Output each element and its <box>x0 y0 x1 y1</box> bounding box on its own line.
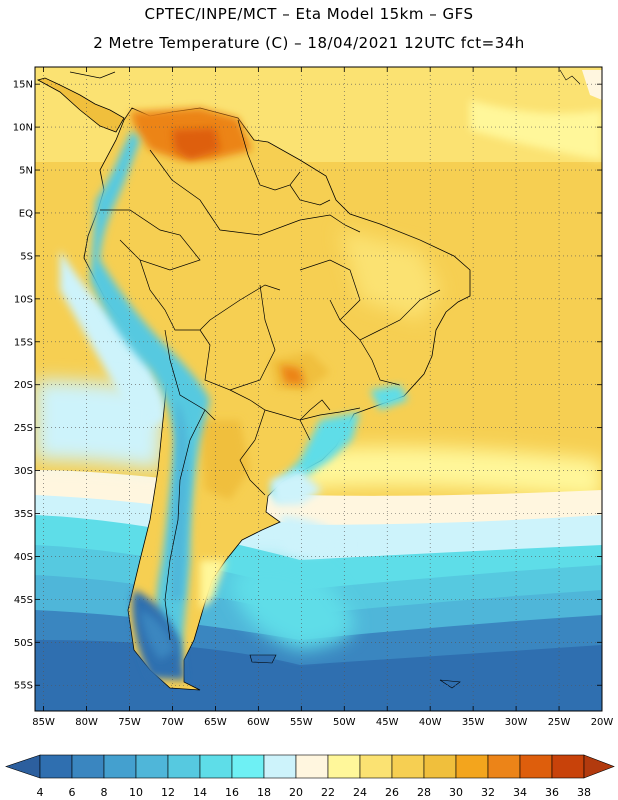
colorbar-tick-label: 16 <box>225 786 239 799</box>
colorbar-swatch <box>359 754 393 779</box>
colorbar-swatch <box>103 754 137 779</box>
lon-label: 55W <box>290 717 313 728</box>
colorbar-tick-label: 24 <box>353 786 367 799</box>
colorbar-tick-label: 20 <box>289 786 303 799</box>
colorbar-labels: 4 6 8 10 12 14 16 18 20 22 24 26 28 30 32 34 36 38 <box>37 786 592 799</box>
colorbar-swatch <box>199 754 233 779</box>
lat-label: 10S <box>14 294 33 305</box>
colorbar-swatch <box>551 754 585 779</box>
lon-label: 25W <box>548 717 571 728</box>
lat-label: 5S <box>20 251 33 262</box>
colorbar-tick-label: 8 <box>101 786 108 799</box>
colorbar-tick-label: 10 <box>129 786 143 799</box>
colorbar-swatch <box>231 754 265 779</box>
map-title-line1: CPTEC/INPE/MCT – Eta Model 15km – GFS <box>144 5 474 23</box>
colorbar-tick-label: 28 <box>417 786 431 799</box>
lon-label: 50W <box>333 717 356 728</box>
map-gridlines <box>35 67 602 711</box>
colorbar-tick-label: 26 <box>385 786 399 799</box>
map-frame <box>34 66 603 712</box>
lat-label: 15S <box>14 337 33 348</box>
lat-label: 35S <box>14 509 33 520</box>
lon-label: 45W <box>376 717 399 728</box>
lon-label: 60W <box>247 717 270 728</box>
colorbar-swatch <box>519 754 553 779</box>
colorbar-swatch <box>487 754 521 779</box>
colorbar-swatch <box>295 754 329 779</box>
colorbar-swatch <box>167 754 201 779</box>
lon-label: 30W <box>505 717 528 728</box>
colorbar-tick-label: 4 <box>37 786 44 799</box>
lat-label: 15N <box>13 80 33 91</box>
colorbar-tick-label: 30 <box>449 786 463 799</box>
central-america <box>36 69 602 133</box>
colorbar-tick-label: 34 <box>513 786 527 799</box>
lon-label: 70W <box>161 717 184 728</box>
colorbar-tick-label: 12 <box>161 786 175 799</box>
colorbar-tick-label: 18 <box>257 786 271 799</box>
landmass <box>83 107 471 691</box>
axis-ticks <box>35 67 603 711</box>
lat-label: 45S <box>14 595 33 606</box>
colorbar-tick-label: 36 <box>545 786 559 799</box>
lon-label: 20W <box>591 717 614 728</box>
lat-label: EQ <box>19 208 33 219</box>
lat-label: 40S <box>14 552 33 563</box>
colorbar-swatch <box>391 754 425 779</box>
lat-label: 25S <box>14 423 33 434</box>
colorbar <box>5 754 615 779</box>
lon-label: 35W <box>462 717 485 728</box>
colorbar-swatch <box>327 754 361 779</box>
colorbar-swatch <box>455 754 489 779</box>
colorbar-tick-label: 22 <box>321 786 335 799</box>
lon-label: 80W <box>75 717 98 728</box>
colorbar-swatch <box>423 754 457 779</box>
colorbar-swatch <box>135 754 169 779</box>
colorbar-tick-label: 6 <box>69 786 76 799</box>
colorbar-swatch <box>71 754 105 779</box>
lat-label: 20S <box>14 380 33 391</box>
colorbar-tick-label: 32 <box>481 786 495 799</box>
colorbar-swatch <box>263 754 297 779</box>
lon-label: 75W <box>118 717 141 728</box>
lat-label: 30S <box>14 466 33 477</box>
map-title-line2: 2 Metre Temperature (C) – 18/04/2021 12U… <box>93 34 525 52</box>
colorbar-tick-label: 14 <box>193 786 207 799</box>
map-panel <box>35 67 602 711</box>
country-borders <box>100 119 441 641</box>
lon-label: 40W <box>419 717 442 728</box>
lat-label: 5N <box>19 166 33 177</box>
colorbar-low-arrow <box>5 754 41 779</box>
lat-label: 50S <box>14 638 33 649</box>
latitude-labels: 15N 10N 5N EQ 5S 10S 15S 20S 25S 30S 35S 40S 45S 50S 5… <box>13 80 33 692</box>
lat-label: 10N <box>13 123 33 134</box>
lon-label: 85W <box>32 717 55 728</box>
colorbar-tick-label: 38 <box>577 786 591 799</box>
lon-label: 65W <box>204 717 227 728</box>
colorbar-high-arrow <box>583 754 615 779</box>
lat-label: 55S <box>14 681 33 692</box>
colorbar-swatch <box>39 754 73 779</box>
longitude-labels: 85W 80W 75W 70W 65W 60W 55W 50W 45W 40W 35W 30W 25W 2… <box>32 717 613 728</box>
